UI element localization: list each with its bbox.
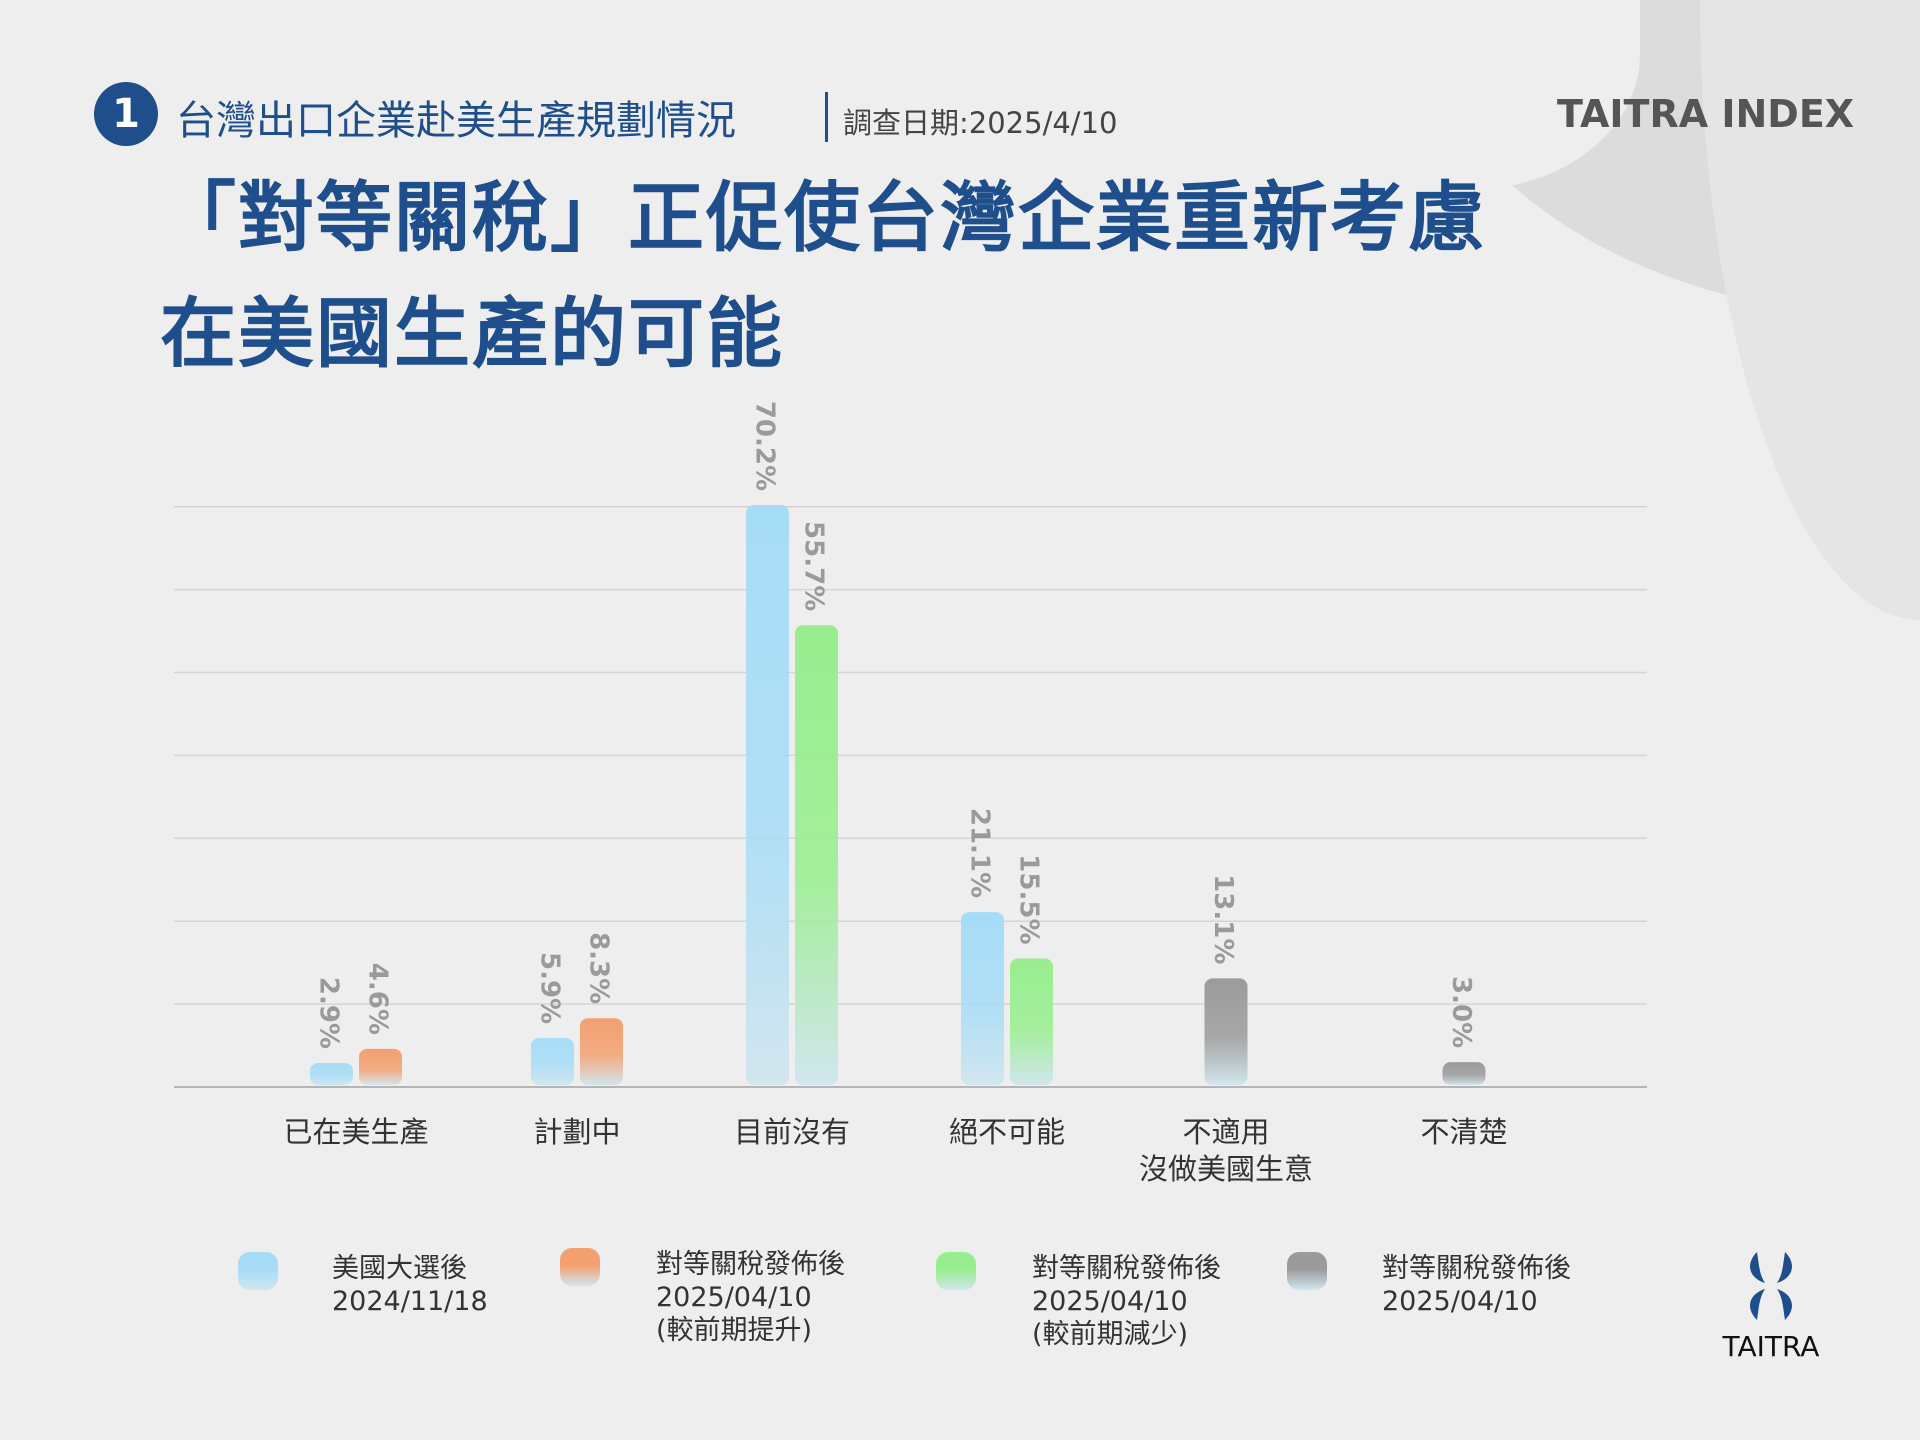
- bar: [310, 1062, 353, 1085]
- taitra-logo: TAITRA: [1716, 1250, 1826, 1363]
- x-tick-label: 已在美生產: [226, 1114, 486, 1151]
- bar: [531, 1038, 574, 1085]
- legend-text: 美國大選後: [332, 1253, 467, 1284]
- x-tick-label: 絕不可能: [877, 1114, 1137, 1151]
- x-tick-label: 不適用 沒做美國生意: [1096, 1114, 1356, 1188]
- section-number-badge: 1: [94, 82, 158, 146]
- data-label: 2.9%: [314, 977, 344, 1049]
- data-label: 21.1%: [965, 808, 995, 898]
- legend-text: (較前期減少): [1032, 1319, 1189, 1350]
- x-tick-label-line: 不清楚: [1420, 1115, 1508, 1149]
- bar: [359, 1048, 402, 1085]
- legend-swatch: [1287, 1252, 1327, 1290]
- section-subtitle: 台灣出口企業赴美生產規劃情況: [176, 98, 736, 144]
- data-label: 70.2%: [750, 401, 780, 491]
- bar: [1204, 978, 1248, 1085]
- legend-swatch: [560, 1248, 600, 1286]
- bar: [961, 912, 1004, 1085]
- x-tick-label-line: 目前沒有: [733, 1115, 850, 1149]
- taitra-logo-icon: [1750, 1252, 1792, 1320]
- legend-entry: 對等關稅發佈後 2025/04/10 (較前期減少): [1032, 1252, 1221, 1351]
- title-line-2: 在美國生產的可能: [160, 289, 784, 378]
- legend-text: 2025/04/10: [1382, 1286, 1538, 1317]
- legend-text: 2024/11/18: [332, 1286, 488, 1317]
- data-label: 3.0%: [1446, 976, 1476, 1048]
- legend-entry: 對等關稅發佈後 2025/04/10: [1382, 1252, 1571, 1318]
- legend-entry: 美國大選後 2024/11/18: [332, 1252, 488, 1318]
- x-tick-label: 目前沒有: [662, 1114, 922, 1151]
- survey-date: 調查日期:2025/4/10: [843, 106, 1118, 140]
- x-tick-label-line: 沒做美國生意: [1138, 1152, 1313, 1186]
- data-label: 55.7%: [799, 521, 829, 611]
- legend-text: 2025/04/10: [656, 1282, 812, 1313]
- data-label: 15.5%: [1014, 854, 1044, 944]
- x-tick-label-line: 絕不可能: [948, 1115, 1065, 1149]
- legend-swatch: [238, 1252, 278, 1290]
- title-line-1: 「對等關稅」正促使台灣企業重新考慮: [160, 173, 1486, 262]
- x-tick-label: 計劃中: [447, 1114, 707, 1151]
- legend-text: 對等關稅發佈後: [656, 1249, 845, 1280]
- legend-text: 對等關稅發佈後: [1032, 1253, 1221, 1284]
- legend-entry: 對等關稅發佈後 2025/04/10 (較前期提升): [656, 1248, 845, 1347]
- legend-text: (較前期提升): [656, 1315, 813, 1346]
- bar: [580, 1018, 623, 1085]
- data-label: 13.1%: [1208, 874, 1238, 964]
- x-tick-label-line: 不適用: [1182, 1115, 1270, 1149]
- x-tick-label: 不清楚: [1334, 1114, 1594, 1151]
- x-tick-label-line: 已在美生產: [283, 1115, 429, 1149]
- x-tick-label-line: 計劃中: [533, 1115, 621, 1149]
- data-label: 8.3%: [584, 932, 614, 1004]
- bar: [746, 505, 789, 1085]
- data-label: 4.6%: [363, 963, 393, 1035]
- bar: [1442, 1062, 1486, 1085]
- legend-text: 對等關稅發佈後: [1382, 1253, 1571, 1284]
- legend-text: 2025/04/10: [1032, 1286, 1188, 1317]
- legend-swatch: [936, 1252, 976, 1290]
- brand-label: TAITRA INDEX: [1557, 92, 1855, 136]
- bar: [795, 625, 838, 1085]
- divider: [825, 92, 828, 142]
- taitra-logo-text: TAITRA: [1722, 1330, 1820, 1363]
- page-title: 「對等關稅」正促使台灣企業重新考慮 在美國生產的可能: [160, 160, 1486, 392]
- data-label: 5.9%: [535, 952, 565, 1024]
- bar: [1010, 958, 1053, 1085]
